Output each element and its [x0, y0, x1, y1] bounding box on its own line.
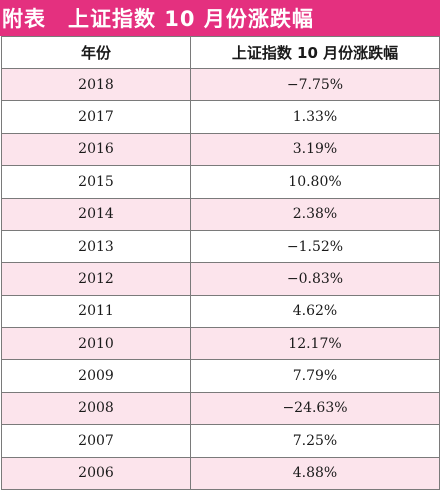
change-cell: 3.19% — [190, 132, 440, 167]
title-tag: 附表 — [2, 7, 46, 31]
table-row: 2013 −1.52% — [1, 229, 440, 264]
change-cell: 12.17% — [190, 326, 440, 361]
title-bar: 附表 上证指数 10 月份涨跌幅 — [0, 0, 440, 36]
header-row: 年份 上证指数 10 月份涨跌幅 — [1, 36, 440, 69]
year-cell: 2014 — [1, 197, 191, 231]
table-row: 2012 −0.83% — [1, 262, 440, 296]
change-cell: −7.75% — [190, 67, 440, 102]
year-cell: 2017 — [1, 100, 191, 134]
year-cell: 2008 — [1, 391, 191, 426]
change-cell: 2.38% — [190, 197, 440, 231]
change-cell: 4.62% — [190, 294, 440, 329]
change-cell: 10.80% — [190, 165, 440, 199]
table-row: 2010 12.17% — [1, 326, 440, 361]
returns-table: 年份 上证指数 10 月份涨跌幅 2018 −7.75% 2017 1.33% … — [1, 36, 440, 490]
change-cell: −1.52% — [190, 229, 440, 264]
year-cell: 2007 — [1, 424, 191, 458]
year-cell: 2018 — [1, 67, 191, 102]
table-title: 上证指数 10 月份涨跌幅 — [68, 7, 314, 31]
header-change: 上证指数 10 月份涨跌幅 — [190, 36, 440, 69]
table-row: 2009 7.79% — [1, 359, 440, 393]
table-row: 2016 3.19% — [1, 132, 440, 167]
year-cell: 2012 — [1, 262, 191, 296]
table-row: 2017 1.33% — [1, 100, 440, 134]
change-cell: 7.79% — [190, 359, 440, 393]
year-cell: 2011 — [1, 294, 191, 329]
change-cell: 4.88% — [190, 456, 440, 490]
change-cell: 1.33% — [190, 100, 440, 134]
change-cell: −0.83% — [190, 262, 440, 296]
year-cell: 2009 — [1, 359, 191, 393]
year-cell: 2006 — [1, 456, 191, 490]
change-cell: −24.63% — [190, 391, 440, 426]
year-cell: 2013 — [1, 229, 191, 264]
table-row: 2011 4.62% — [1, 294, 440, 329]
table-row: 2018 −7.75% — [1, 67, 440, 102]
header-year: 年份 — [1, 36, 191, 69]
year-cell: 2016 — [1, 132, 191, 167]
table-row: 2015 10.80% — [1, 165, 440, 199]
table-row: 2006 4.88% — [1, 456, 440, 490]
change-cell: 7.25% — [190, 424, 440, 458]
table-row: 2014 2.38% — [1, 197, 440, 231]
table-row: 2008 −24.63% — [1, 391, 440, 426]
year-cell: 2010 — [1, 326, 191, 361]
year-cell: 2015 — [1, 165, 191, 199]
table-row: 2007 7.25% — [1, 424, 440, 458]
